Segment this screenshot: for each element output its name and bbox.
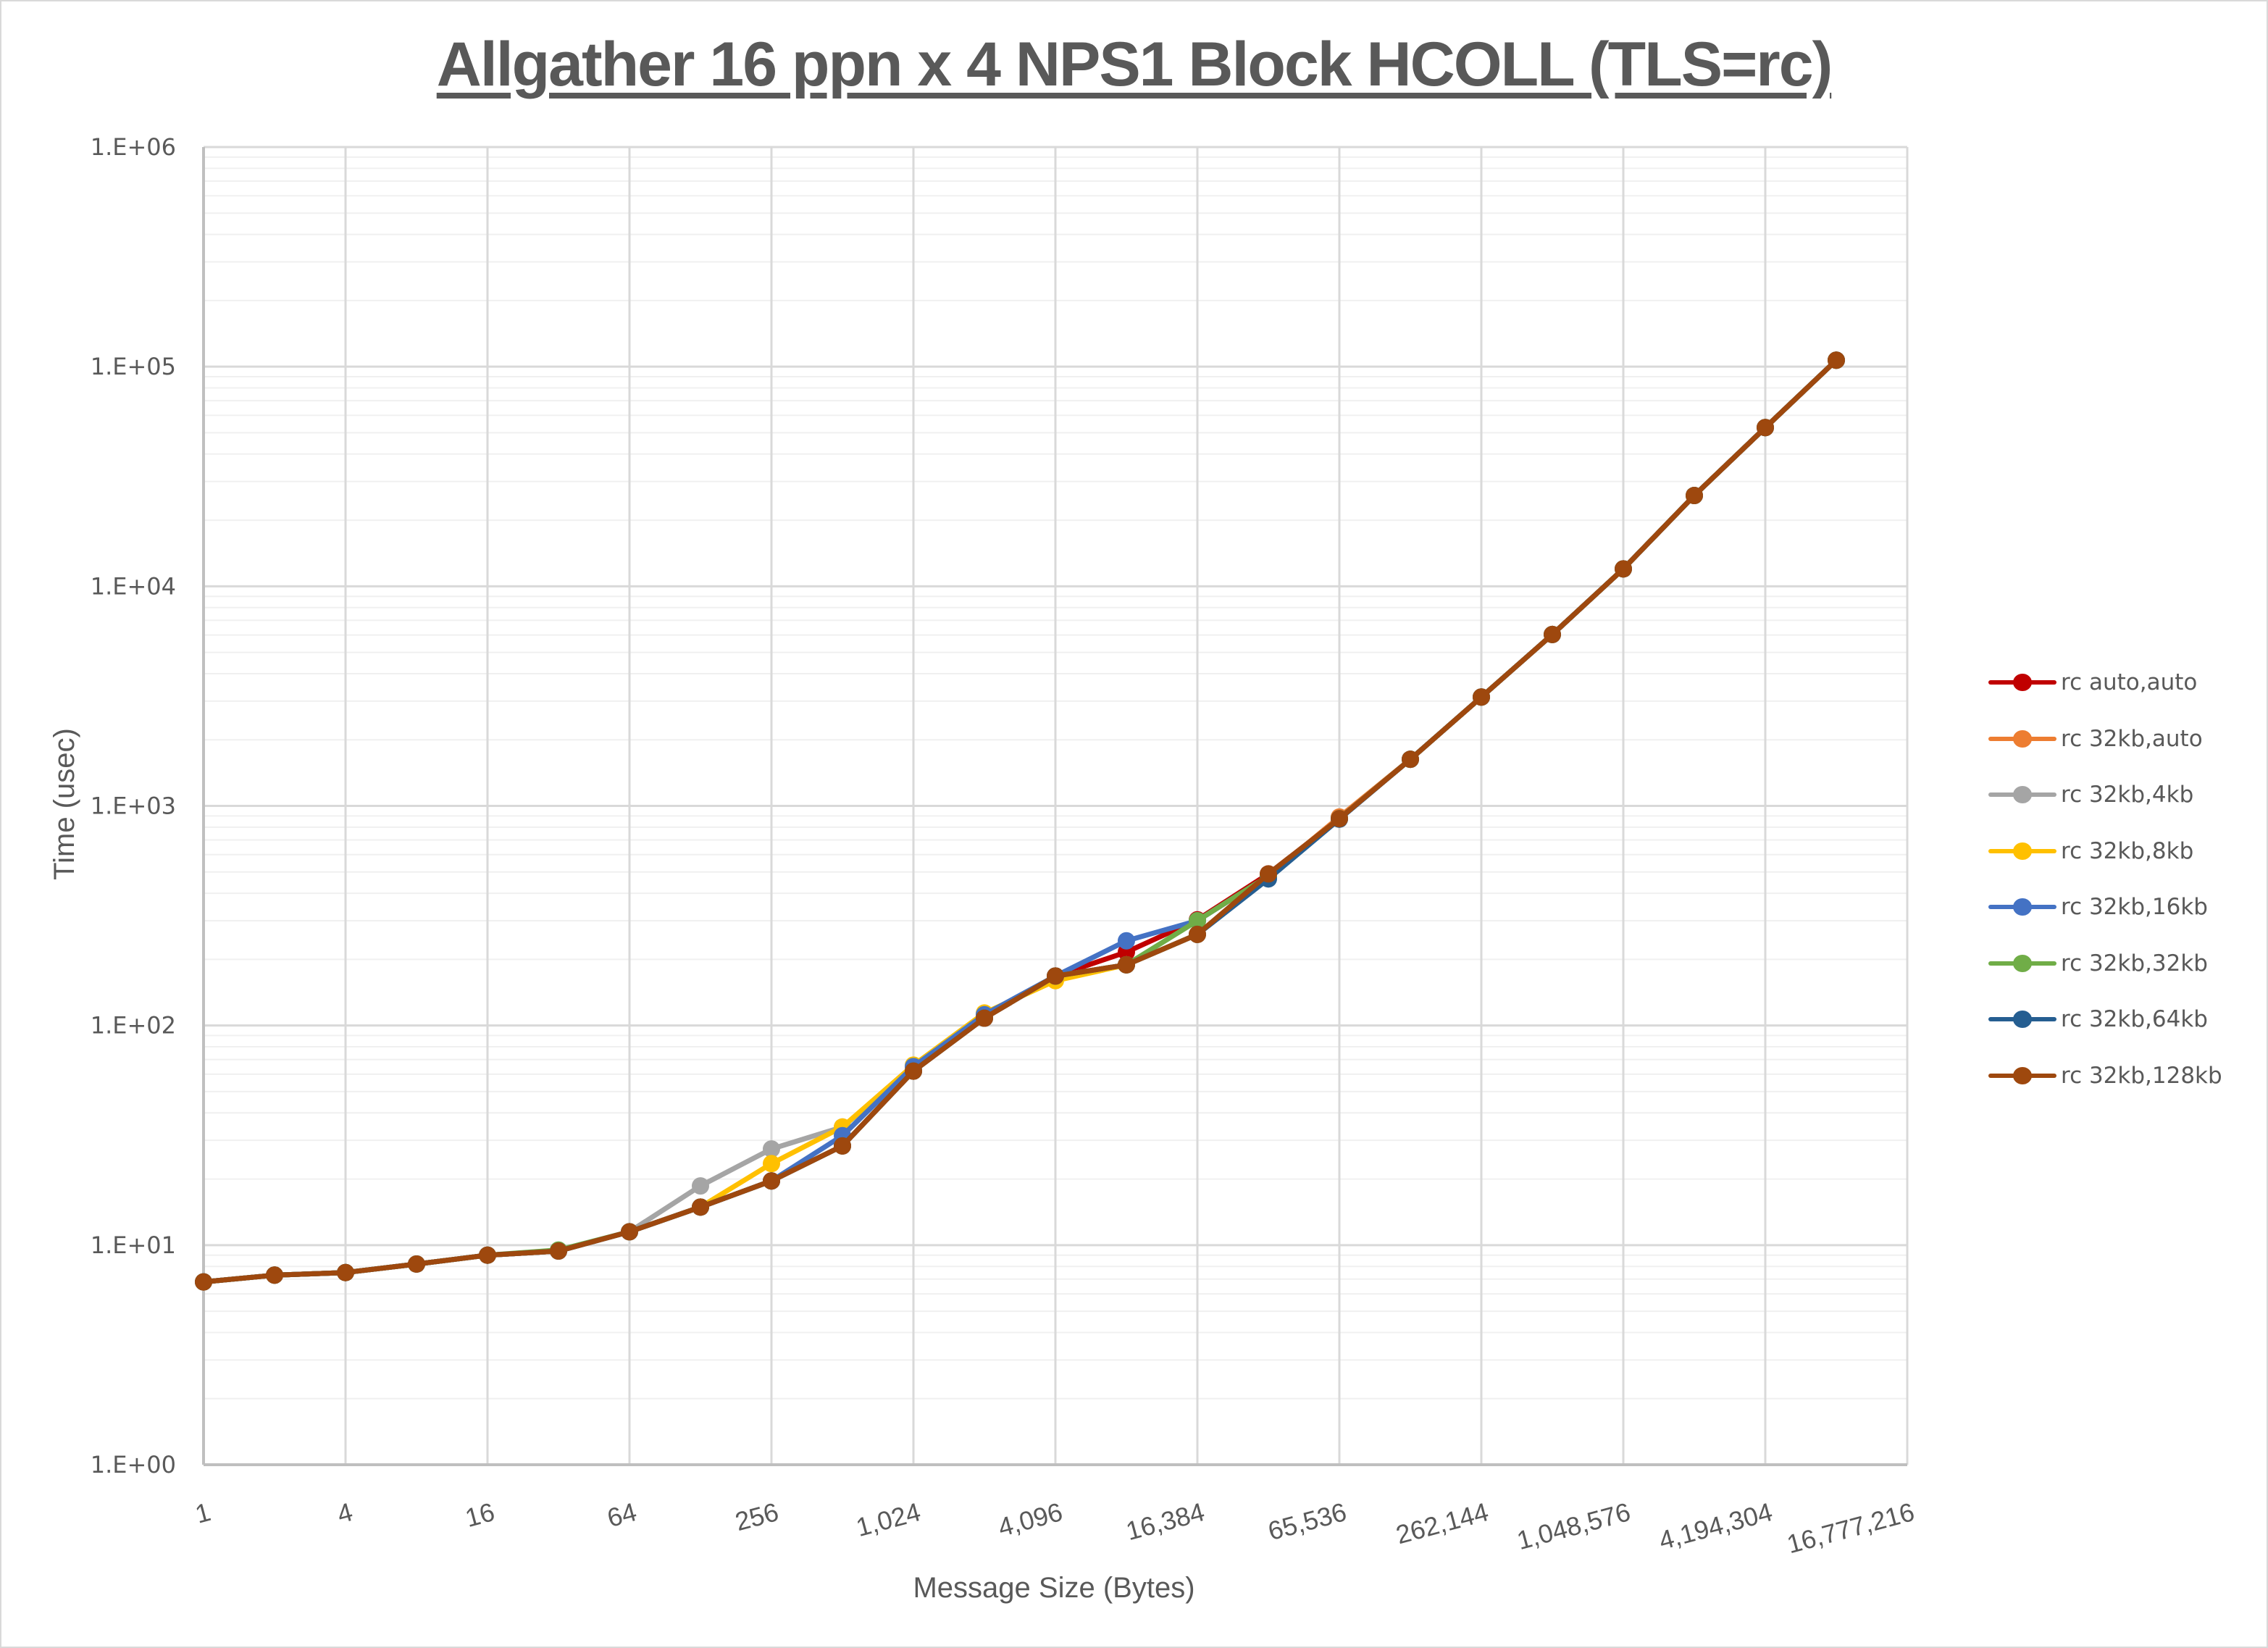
data-point-marker: [408, 1255, 425, 1273]
legend-item: rc auto,auto: [1988, 661, 2197, 704]
x-tick-label: 4: [334, 1497, 356, 1529]
legend-item: rc 32kb,auto: [1988, 717, 2203, 761]
data-point-marker: [692, 1177, 709, 1195]
series-3: [195, 351, 1845, 1291]
data-point-marker: [905, 1062, 922, 1080]
legend-label: rc 32kb,32kb: [2061, 950, 2208, 976]
data-point-marker: [1686, 487, 1703, 505]
data-point-marker: [1189, 912, 1206, 930]
data-point-marker: [1118, 932, 1135, 950]
data-point-marker: [976, 1009, 993, 1027]
data-point-marker: [763, 1172, 780, 1190]
series-4: [195, 351, 1845, 1291]
legend-label: rc 32kb,128kb: [2061, 1062, 2222, 1089]
x-tick-label: 262,144: [1393, 1497, 1491, 1549]
series-line: [203, 358, 1838, 1285]
series-line: [203, 358, 1838, 1285]
legend-label: rc 32kb,auto: [2061, 725, 2203, 752]
legend-marker-icon: [1988, 953, 2056, 974]
x-tick-label: 1,048,576: [1514, 1497, 1633, 1555]
x-tick-label: 256: [732, 1497, 782, 1536]
series-line: [203, 358, 1838, 1285]
y-axis-label: Time (usec): [49, 728, 80, 880]
axes: [202, 147, 1907, 1466]
legend-marker-icon: [1988, 896, 2056, 918]
data-point-marker: [1331, 810, 1348, 828]
y-tick-label: 1.E+00: [91, 1451, 176, 1478]
legend-marker-icon: [1988, 840, 2056, 862]
legend-marker-icon: [1988, 672, 2056, 693]
y-tick-label: 1.E+05: [91, 353, 176, 380]
y-tick-label: 1.E+06: [91, 133, 176, 161]
data-point-marker: [692, 1198, 709, 1216]
x-tick-label: 4,096: [995, 1497, 1066, 1542]
data-point-marker: [1047, 967, 1064, 985]
x-tick-label: 64: [604, 1497, 640, 1533]
data-point-marker: [1402, 750, 1419, 769]
data-point-marker: [1189, 925, 1206, 943]
series-line: [203, 358, 1838, 1285]
data-point-marker: [1260, 865, 1277, 883]
x-axis-label: Message Size (Bytes): [913, 1572, 1194, 1604]
legend-marker-icon: [1988, 728, 2056, 750]
x-tick-label: 16,777,216: [1783, 1497, 1917, 1559]
legend-item: rc 32kb,4kb: [1988, 773, 2193, 816]
y-tick-label: 1.E+02: [91, 1012, 176, 1040]
y-tick-label: 1.E+03: [91, 792, 176, 820]
legend-marker-icon: [1988, 784, 2056, 806]
data-point-marker: [1544, 625, 1561, 643]
y-tick-label: 1.E+01: [91, 1231, 176, 1259]
legend-label: rc 32kb,64kb: [2061, 1006, 2208, 1032]
x-tick-label: 4,194,304: [1656, 1497, 1775, 1555]
legend-label: rc 32kb,16kb: [2061, 894, 2208, 920]
data-point-marker: [266, 1266, 283, 1284]
x-tick-label: 16: [462, 1497, 498, 1533]
series-0: [195, 351, 1845, 1291]
series-1: [195, 351, 1845, 1291]
legend-item: rc 32kb,32kb: [1988, 942, 2208, 985]
data-point-marker: [337, 1263, 354, 1281]
series-line: [203, 358, 1838, 1285]
data-point-marker: [1615, 560, 1632, 578]
data-point-marker: [763, 1155, 780, 1173]
data-point-marker: [1473, 688, 1490, 706]
legend-item: rc 32kb,64kb: [1988, 997, 2208, 1041]
data-point-marker: [763, 1140, 780, 1158]
x-axis-tick-labels: 1 4 16 64 256 1,024 4,096 16,384 65,536 262,144 1,…: [192, 1497, 1917, 1559]
data-point-marker: [1828, 351, 1845, 369]
series-5: [195, 351, 1845, 1291]
x-tick-label: 65,536: [1265, 1497, 1349, 1546]
y-tick-label: 1.E+04: [91, 572, 176, 600]
legend-label: rc 32kb,4kb: [2061, 782, 2194, 808]
series-line: [203, 358, 1838, 1285]
legend-label: rc auto,auto: [2061, 669, 2198, 695]
legend-item: rc 32kb,128kb: [1988, 1054, 2222, 1097]
x-tick-label: 16,384: [1123, 1497, 1208, 1546]
data-point-marker: [621, 1223, 638, 1241]
data-point-marker: [479, 1246, 496, 1264]
x-tick-label: 1: [192, 1497, 214, 1529]
y-axis-tick-labels: 1.E+00 1.E+01 1.E+02 1.E+03 1.E+04 1.E+05 1.E+…: [91, 133, 176, 1478]
legend-marker-icon: [1988, 1065, 2056, 1087]
data-point-marker: [1118, 955, 1135, 974]
series-line: [203, 358, 1838, 1285]
x-tick-label: 1,024: [853, 1497, 924, 1542]
data-point-marker: [1757, 419, 1774, 437]
legend-item: rc 32kb,8kb: [1988, 829, 2193, 873]
chart-title: Allgather 16 ppn x 4 NPS1 Block HCOLL (T…: [436, 30, 1833, 99]
series-6: [195, 351, 1845, 1291]
series-2: [195, 351, 1845, 1291]
data-point-marker: [195, 1273, 212, 1291]
data-point-marker: [550, 1242, 567, 1260]
data-point-marker: [834, 1137, 851, 1155]
legend-marker-icon: [1988, 1008, 2056, 1030]
data-series: [195, 351, 1845, 1291]
series-7: [195, 351, 1845, 1291]
legend-item: rc 32kb,16kb: [1988, 885, 2208, 929]
series-line: [203, 358, 1838, 1285]
legend-label: rc 32kb,8kb: [2061, 837, 2194, 864]
